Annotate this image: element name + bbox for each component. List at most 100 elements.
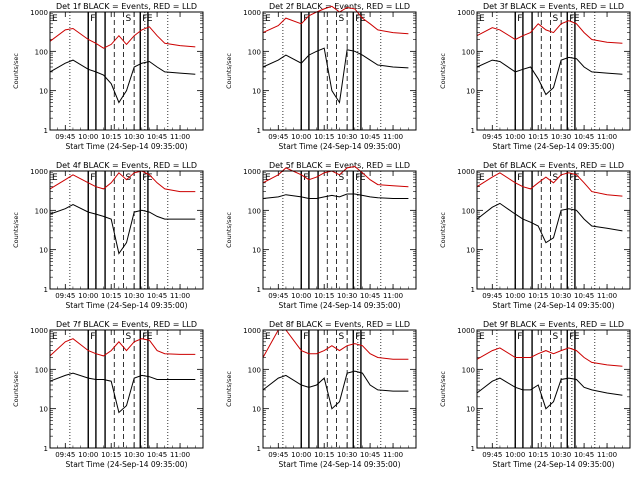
y-tick-label: 1 <box>257 445 261 453</box>
plot-frame <box>476 170 631 290</box>
interval-letter: E <box>147 173 153 183</box>
panel-title: Det 3f BLACK = Events, RED = LLD <box>483 2 624 11</box>
y-tick-label: 1 <box>471 286 475 294</box>
interval-letter: S <box>125 14 131 24</box>
x-axis-label: Start Time (24-Sep-14 09:35:00) <box>279 301 401 310</box>
series-line-events <box>262 193 409 199</box>
y-tick-label: 1 <box>44 127 48 135</box>
x-tick-label: 10:15 <box>101 292 121 300</box>
x-axis-label: Start Time (24-Sep-14 09:35:00) <box>279 142 401 151</box>
interval-letter: E <box>479 332 485 342</box>
y-axis-label: Counts/sec <box>12 53 20 89</box>
interval-letter: E <box>360 173 366 183</box>
x-tick-label: 10:00 <box>78 451 98 459</box>
y-tick-label: 100 <box>35 207 48 215</box>
x-tick-label: 10:15 <box>528 292 548 300</box>
x-tick-label: 10:15 <box>314 451 334 459</box>
y-axis-label: Counts/sec <box>439 212 447 248</box>
plot-frame <box>476 11 631 131</box>
x-tick-label: 10:00 <box>505 133 525 141</box>
x-axis-label: Start Time (24-Sep-14 09:35:00) <box>66 460 188 469</box>
panel-title: Det 1f BLACK = Events, RED = LLD <box>56 2 197 11</box>
interval-letter: S <box>552 173 558 183</box>
interval-letter: F <box>355 332 360 342</box>
panel-title: Det 6f BLACK = Events, RED = LLD <box>483 161 624 170</box>
series-line-lld <box>476 20 623 44</box>
y-tick-label: 1000 <box>243 168 261 176</box>
y-tick-label: 100 <box>462 48 475 56</box>
plot-frame <box>262 11 417 131</box>
y-tick-label: 1000 <box>243 327 261 335</box>
x-tick-label: 09:45 <box>482 133 502 141</box>
interval-letter: S <box>338 173 344 183</box>
x-axis-label: Start Time (24-Sep-14 09:35:00) <box>66 301 188 310</box>
interval-letter: F <box>90 173 95 183</box>
x-axis-label: Start Time (24-Sep-14 09:35:00) <box>493 142 615 151</box>
y-tick-label: 1 <box>44 286 48 294</box>
interval-letter: E <box>147 332 153 342</box>
interval-letter: F <box>569 14 574 24</box>
x-tick-label: 09:45 <box>268 292 288 300</box>
y-tick-label: 1 <box>471 445 475 453</box>
interval-letter: E <box>147 14 153 24</box>
y-tick-label: 100 <box>248 48 261 56</box>
interval-letter: F <box>142 14 147 24</box>
x-tick-label: 10:00 <box>291 133 311 141</box>
y-tick-label: 100 <box>248 207 261 215</box>
x-tick-label: 10:00 <box>505 292 525 300</box>
interval-letter: F <box>355 14 360 24</box>
plot-frame <box>49 329 204 449</box>
y-tick-label: 1000 <box>457 9 475 17</box>
interval-letter: F <box>517 332 522 342</box>
interval-letter: S <box>125 332 131 342</box>
x-tick-label: 10:30 <box>124 133 144 141</box>
y-axis-label: Counts/sec <box>12 371 20 407</box>
y-tick-label: 10 <box>39 406 48 414</box>
x-tick-label: 11:00 <box>170 451 190 459</box>
series-line-lld <box>49 170 196 193</box>
x-axis-label: Start Time (24-Sep-14 09:35:00) <box>279 460 401 469</box>
x-tick-label: 09:45 <box>55 451 75 459</box>
x-tick-label: 11:00 <box>170 292 190 300</box>
interval-letter: F <box>90 14 95 24</box>
interval-letter: S <box>338 14 344 24</box>
x-tick-label: 10:00 <box>291 292 311 300</box>
x-tick-label: 10:15 <box>314 292 334 300</box>
y-tick-label: 1000 <box>30 327 48 335</box>
interval-letter: F <box>569 332 574 342</box>
x-tick-label: 10:30 <box>124 292 144 300</box>
series-line-events <box>49 59 196 104</box>
panel-title: Det 7f BLACK = Events, RED = LLD <box>56 320 197 329</box>
x-tick-label: 09:45 <box>268 451 288 459</box>
panel-3: Det 3f BLACK = Events, RED = LLD Counts/s… <box>439 2 631 151</box>
x-tick-label: 09:45 <box>55 292 75 300</box>
panel-7: Det 7f BLACK = Events, RED = LLD Counts/s… <box>12 320 204 469</box>
series-line-events <box>476 377 623 410</box>
y-axis-label: Counts/sec <box>439 53 447 89</box>
x-tick-label: 09:45 <box>482 451 502 459</box>
interval-letter: F <box>517 14 522 24</box>
series-line-events <box>476 202 623 244</box>
interval-letter: E <box>479 173 485 183</box>
x-tick-label: 10:15 <box>528 133 548 141</box>
panel-title: Det 4f BLACK = Events, RED = LLD <box>56 161 197 170</box>
x-tick-label: 11:00 <box>383 133 403 141</box>
panel-1: Det 1f BLACK = Events, RED = LLD Counts/s… <box>12 2 204 151</box>
x-tick-label: 10:30 <box>551 451 571 459</box>
x-tick-label: 10:00 <box>78 292 98 300</box>
y-tick-label: 1000 <box>243 9 261 17</box>
x-tick-label: 11:00 <box>383 451 403 459</box>
series-line-events <box>49 372 196 414</box>
interval-letter: F <box>569 173 574 183</box>
x-tick-label: 11:00 <box>383 292 403 300</box>
x-tick-label: 10:45 <box>147 451 167 459</box>
interval-letter: E <box>479 14 485 24</box>
y-tick-label: 100 <box>35 366 48 374</box>
x-tick-label: 10:30 <box>124 451 144 459</box>
panel-4: Det 4f BLACK = Events, RED = LLD Counts/s… <box>12 161 204 310</box>
interval-letter: F <box>303 332 308 342</box>
x-tick-label: 11:00 <box>597 133 617 141</box>
interval-letter: E <box>574 332 580 342</box>
y-tick-label: 1 <box>44 445 48 453</box>
